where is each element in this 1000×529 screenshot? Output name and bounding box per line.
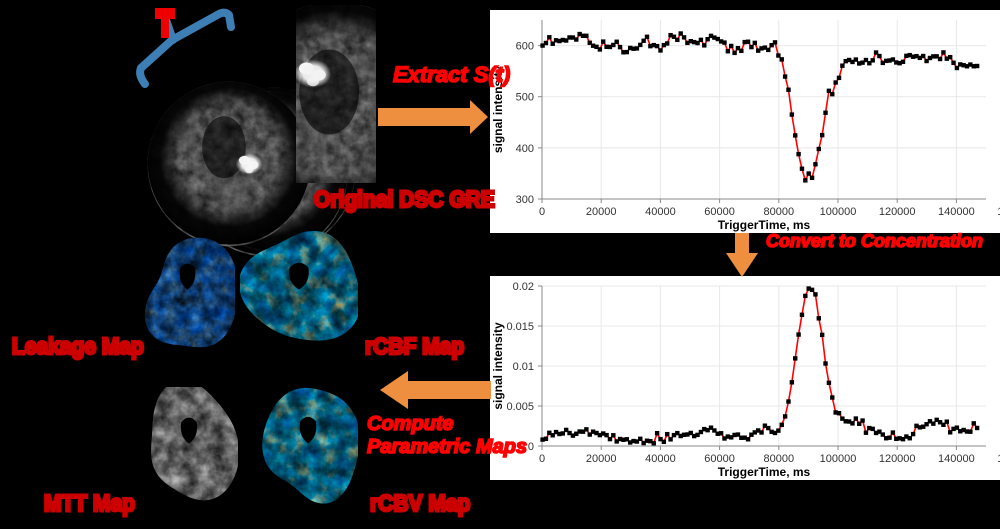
svg-text:500: 500 bbox=[516, 92, 534, 104]
svg-text:60000: 60000 bbox=[704, 453, 735, 465]
svg-text:60000: 60000 bbox=[704, 206, 735, 218]
svg-text:0.005: 0.005 bbox=[506, 401, 534, 413]
svg-text:80000: 80000 bbox=[764, 206, 795, 218]
svg-text:0.02: 0.02 bbox=[513, 281, 534, 293]
svg-text:400: 400 bbox=[516, 143, 534, 155]
svg-text:140000: 140000 bbox=[938, 453, 975, 465]
svg-text:TriggerTime, ms: TriggerTime, ms bbox=[718, 218, 811, 232]
svg-text:20000: 20000 bbox=[586, 206, 617, 218]
svg-text:600: 600 bbox=[516, 41, 534, 53]
svg-text:140000: 140000 bbox=[938, 206, 975, 218]
svg-text:120000: 120000 bbox=[879, 453, 916, 465]
svg-text:signal intensity: signal intensity bbox=[491, 322, 505, 410]
svg-text:120000: 120000 bbox=[879, 206, 916, 218]
svg-text:0: 0 bbox=[539, 206, 545, 218]
svg-text:0.01: 0.01 bbox=[513, 361, 534, 373]
svg-text:300: 300 bbox=[516, 194, 534, 206]
svg-text:100000: 100000 bbox=[820, 206, 857, 218]
svg-text:20000: 20000 bbox=[586, 453, 617, 465]
svg-text:100000: 100000 bbox=[820, 453, 857, 465]
svg-text:40000: 40000 bbox=[645, 206, 676, 218]
svg-text:TriggerTime, ms: TriggerTime, ms bbox=[718, 465, 811, 479]
svg-text:0.015: 0.015 bbox=[506, 321, 534, 333]
svg-text:40000: 40000 bbox=[645, 453, 676, 465]
svg-text:80000: 80000 bbox=[764, 453, 795, 465]
